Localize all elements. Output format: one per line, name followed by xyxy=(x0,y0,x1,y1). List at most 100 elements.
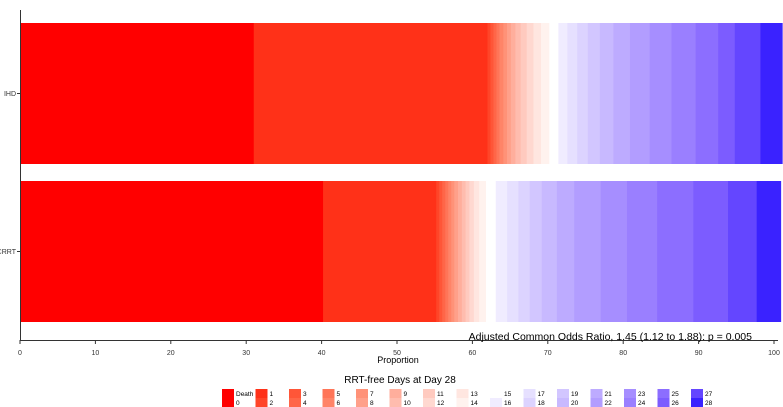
legend-swatch-14 xyxy=(456,398,469,407)
legend-swatch-27 xyxy=(691,389,703,398)
legend-label-16: 16 xyxy=(504,400,512,407)
bar-segment-crrt-10 xyxy=(461,181,466,322)
x-tick-label-100: 100 xyxy=(768,350,780,357)
legend-label-5: 5 xyxy=(337,391,341,398)
legend-label-23: 23 xyxy=(638,391,646,398)
bar-segment-ihd-28 xyxy=(760,23,783,164)
y-tick-label-ihd: IHD xyxy=(4,91,16,98)
legend-swatch-15 xyxy=(490,389,502,398)
legend-label-8: 8 xyxy=(370,400,374,407)
x-tick-label-50: 50 xyxy=(393,350,401,357)
axes-layer xyxy=(20,10,778,341)
legend-label-22: 22 xyxy=(605,400,613,407)
bar-segment-ihd-26 xyxy=(718,23,736,164)
legend-swatch-8 xyxy=(356,398,368,407)
legend-label-14: 14 xyxy=(471,400,479,407)
bar-segment-crrt-death xyxy=(20,181,324,322)
legend-swatch-2 xyxy=(255,398,268,407)
bar-segment-ihd-3 xyxy=(490,23,494,164)
legend-label-10: 10 xyxy=(404,400,412,407)
bar-segment-crrt-15 xyxy=(485,181,497,322)
legend-label-27: 27 xyxy=(705,391,713,398)
bar-segment-ihd-death xyxy=(20,23,255,164)
x-tick-label-10: 10 xyxy=(92,350,100,357)
legend: Death01234567891011121314151617181920212… xyxy=(222,389,713,407)
legend-swatch-7 xyxy=(356,389,368,398)
legend-swatch-13 xyxy=(456,389,469,398)
legend-swatch-26 xyxy=(657,398,670,407)
legend-swatch-5 xyxy=(322,389,335,398)
legend-label-24: 24 xyxy=(638,400,646,407)
bar-segment-ihd-22 xyxy=(629,23,650,164)
bar-segment-crrt-26 xyxy=(693,181,729,322)
bar-segment-crrt-24 xyxy=(626,181,658,322)
legend-swatch-4 xyxy=(289,398,301,407)
x-axis-title: Proportion xyxy=(377,355,419,365)
legend-swatch-12 xyxy=(423,398,435,407)
bars-layer xyxy=(20,23,783,322)
bar-segment-ihd-9 xyxy=(510,23,516,164)
legend-swatch-9 xyxy=(389,389,402,398)
legend-title: RRT-free Days at Day 28 xyxy=(344,375,456,386)
legend-label-1: 1 xyxy=(270,391,274,398)
bar-segment-ihd-27 xyxy=(734,23,761,164)
bar-segment-crrt-17 xyxy=(507,181,519,322)
bar-segment-ihd-7 xyxy=(503,23,508,164)
legend-swatch-death xyxy=(222,389,234,398)
legend-swatch-22 xyxy=(590,398,603,407)
legend-swatch-24 xyxy=(624,398,636,407)
bar-segment-crrt-2 xyxy=(436,181,440,322)
bar-segment-ihd-8 xyxy=(507,23,512,164)
bar-segment-crrt-18 xyxy=(518,181,531,322)
bar-segment-ihd-18 xyxy=(577,23,589,164)
legend-label-19: 19 xyxy=(571,391,579,398)
bar-segment-crrt-9 xyxy=(458,181,463,322)
x-tick-label-30: 30 xyxy=(242,350,250,357)
x-tick-label-0: 0 xyxy=(18,350,22,357)
bar-segment-ihd-5 xyxy=(496,23,500,164)
bar-segment-ihd-16 xyxy=(558,23,568,164)
bar-segment-crrt-6 xyxy=(448,181,452,322)
legend-swatch-19 xyxy=(557,389,569,398)
x-tick-label-40: 40 xyxy=(318,350,326,357)
bar-segment-crrt-25 xyxy=(657,181,694,322)
x-tick-label-70: 70 xyxy=(544,350,552,357)
legend-swatch-1 xyxy=(255,389,268,398)
legend-swatch-23 xyxy=(624,389,636,398)
legend-swatch-21 xyxy=(590,389,603,398)
y-tick-label-crrt: CRRT xyxy=(0,249,17,256)
legend-label-11: 11 xyxy=(437,391,444,398)
odds-ratio-annotation: Adjusted Common Odds Ratio, 1.45 (1.12 t… xyxy=(469,331,753,343)
legend-label-28: 28 xyxy=(705,400,713,407)
bar-segment-crrt-8 xyxy=(454,181,459,322)
legend-label-26: 26 xyxy=(672,400,680,407)
legend-swatch-20 xyxy=(557,398,569,407)
bar-segment-crrt-3 xyxy=(439,181,443,322)
bar-segment-ihd-15 xyxy=(549,23,559,164)
bar-segment-ihd-21 xyxy=(613,23,631,164)
bar-segment-crrt-19 xyxy=(529,181,543,322)
legend-label-13: 13 xyxy=(471,391,479,398)
bar-segment-crrt-1 xyxy=(323,181,437,322)
legend-label-15: 15 xyxy=(504,391,512,398)
legend-label-7: 7 xyxy=(370,391,374,398)
legend-label-death: Death xyxy=(236,391,254,398)
legend-label-25: 25 xyxy=(672,391,680,398)
legend-swatch-6 xyxy=(322,398,335,407)
legend-label-21: 21 xyxy=(605,391,613,398)
bar-segment-ihd-24 xyxy=(671,23,696,164)
legend-swatch-28 xyxy=(691,398,703,407)
bar-segment-ihd-23 xyxy=(649,23,672,164)
bar-segment-ihd-20 xyxy=(599,23,614,164)
legend-swatch-18 xyxy=(523,398,536,407)
legend-label-12: 12 xyxy=(437,400,445,407)
bar-segment-ihd-1 xyxy=(253,23,488,164)
bar-segment-crrt-14 xyxy=(479,181,487,322)
x-tick-label-90: 90 xyxy=(695,350,703,357)
legend-swatch-0 xyxy=(222,398,234,407)
legend-label-2: 2 xyxy=(270,400,274,407)
bar-segment-ihd-2 xyxy=(487,23,491,164)
bar-segment-ihd-14 xyxy=(541,23,550,164)
legend-swatch-3 xyxy=(289,389,301,398)
bar-segment-crrt-20 xyxy=(541,181,558,322)
